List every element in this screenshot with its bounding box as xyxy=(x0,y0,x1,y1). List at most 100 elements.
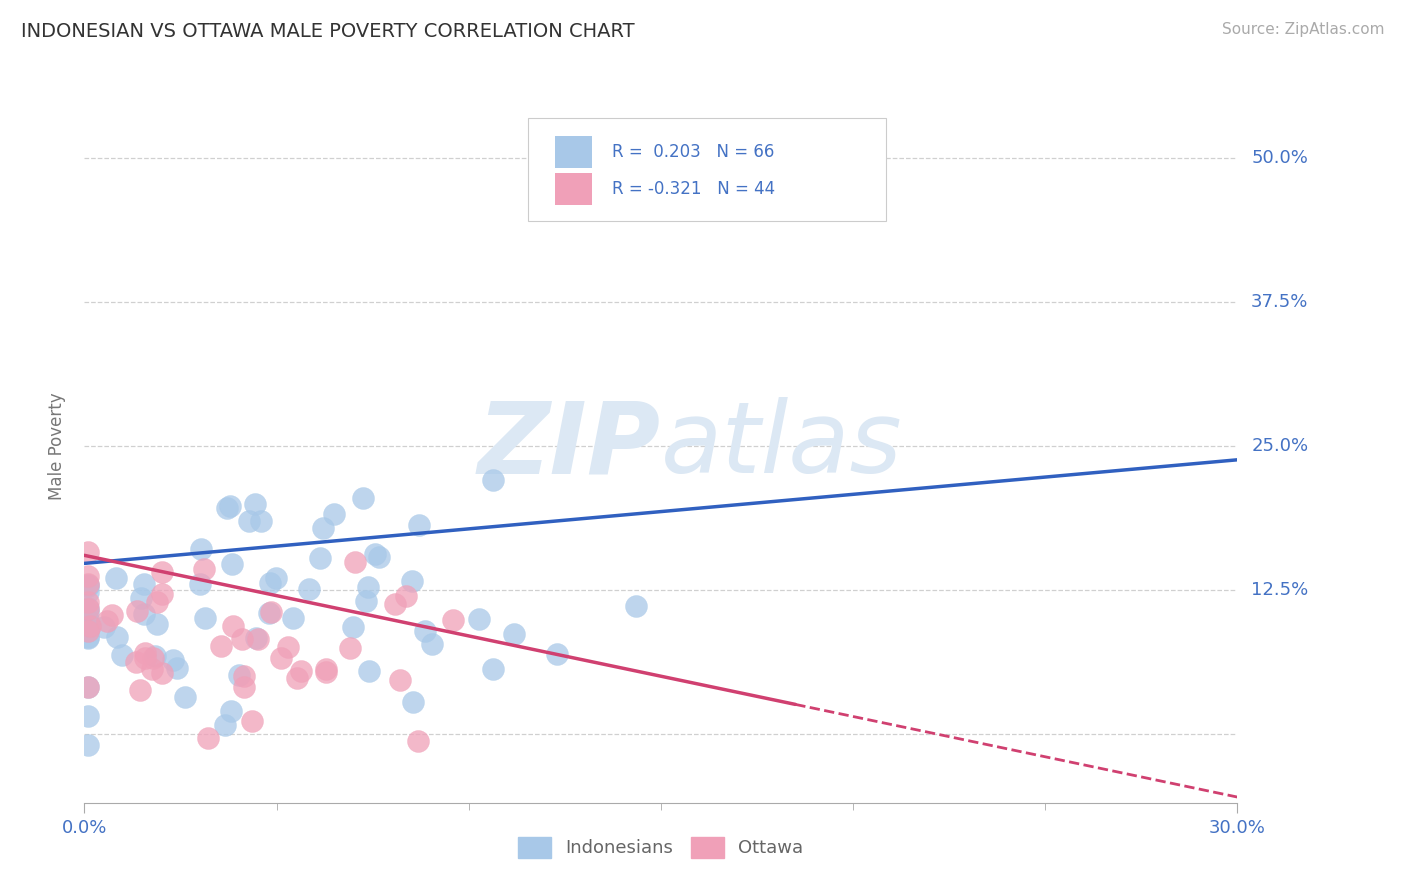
Point xyxy=(77,568,100,582)
Point xyxy=(270,609,292,624)
Point xyxy=(384,527,406,541)
Point xyxy=(77,567,100,582)
Point xyxy=(127,538,149,552)
Point xyxy=(356,522,378,536)
Point xyxy=(77,656,100,670)
Point xyxy=(240,707,263,722)
Point xyxy=(77,569,100,583)
Point xyxy=(408,405,430,419)
Point xyxy=(77,498,100,512)
Text: 25.0%: 25.0% xyxy=(1251,437,1309,455)
Point xyxy=(77,447,100,461)
Point xyxy=(482,626,505,640)
Point xyxy=(257,541,280,555)
Point xyxy=(77,533,100,548)
Point xyxy=(481,335,503,350)
Point xyxy=(245,579,267,593)
Text: ZIP: ZIP xyxy=(478,398,661,494)
Point xyxy=(343,462,366,476)
Text: 50.0%: 50.0% xyxy=(1251,149,1308,168)
Point xyxy=(143,607,166,622)
Point xyxy=(77,567,100,582)
Point xyxy=(134,496,156,510)
Point xyxy=(77,484,100,499)
Point xyxy=(79,561,101,575)
Point xyxy=(232,639,254,653)
Point xyxy=(238,400,260,414)
Point xyxy=(624,531,647,545)
Point xyxy=(141,626,163,640)
Point xyxy=(315,632,337,647)
Point xyxy=(339,594,361,608)
Point xyxy=(105,577,128,591)
Point xyxy=(77,578,100,592)
Point xyxy=(193,474,215,488)
Point xyxy=(546,604,568,618)
Point xyxy=(150,477,173,491)
Point xyxy=(352,364,374,378)
Point xyxy=(290,631,312,645)
Point xyxy=(93,562,115,576)
Point xyxy=(77,744,100,758)
Text: 37.5%: 37.5% xyxy=(1251,293,1309,311)
Point xyxy=(162,614,184,628)
Text: Source: ZipAtlas.com: Source: ZipAtlas.com xyxy=(1222,22,1385,37)
Point xyxy=(77,699,100,714)
Point xyxy=(342,562,364,576)
Point xyxy=(413,568,436,582)
Point xyxy=(77,524,100,538)
Point xyxy=(214,714,236,728)
Point xyxy=(77,540,100,554)
Point xyxy=(420,589,443,603)
Point xyxy=(134,610,156,624)
Point xyxy=(389,643,412,657)
Point xyxy=(309,457,332,471)
Point xyxy=(218,376,240,391)
Point xyxy=(221,465,243,479)
Text: R =  0.203   N = 66: R = 0.203 N = 66 xyxy=(613,143,775,161)
Point xyxy=(260,540,283,554)
Point xyxy=(246,582,269,596)
Point xyxy=(364,450,387,465)
Point xyxy=(356,500,378,515)
Point xyxy=(197,733,219,747)
Point xyxy=(77,559,100,574)
Point xyxy=(401,492,423,507)
Point xyxy=(77,551,100,566)
Point xyxy=(150,512,173,526)
Y-axis label: Male Poverty: Male Poverty xyxy=(48,392,66,500)
Point xyxy=(77,654,100,668)
Point xyxy=(250,400,273,414)
Point xyxy=(231,582,253,596)
Point xyxy=(77,534,100,549)
Point xyxy=(96,553,118,567)
Point xyxy=(357,630,380,644)
Point xyxy=(194,549,217,563)
Point xyxy=(406,738,429,752)
Point xyxy=(77,500,100,514)
Point xyxy=(188,497,211,511)
Text: R = -0.321   N = 44: R = -0.321 N = 44 xyxy=(613,180,776,198)
Point xyxy=(219,692,242,706)
Point xyxy=(77,508,100,523)
Point xyxy=(142,610,165,624)
Point xyxy=(395,514,418,528)
Point xyxy=(323,389,346,403)
Point xyxy=(264,487,287,501)
Point xyxy=(441,551,464,566)
Bar xyxy=(555,173,592,205)
Text: INDONESIAN VS OTTAWA MALE POVERTY CORRELATION CHART: INDONESIAN VS OTTAWA MALE POVERTY CORREL… xyxy=(21,22,634,41)
Point xyxy=(146,524,169,538)
Point xyxy=(467,550,489,565)
Point xyxy=(100,543,122,558)
Point xyxy=(166,625,188,640)
Point xyxy=(215,379,238,393)
FancyBboxPatch shape xyxy=(529,118,886,221)
Bar xyxy=(555,136,592,168)
Point xyxy=(150,633,173,648)
Point xyxy=(209,591,232,606)
Point xyxy=(77,579,100,593)
Point xyxy=(315,628,337,642)
Point xyxy=(259,495,281,509)
Point xyxy=(233,656,256,670)
